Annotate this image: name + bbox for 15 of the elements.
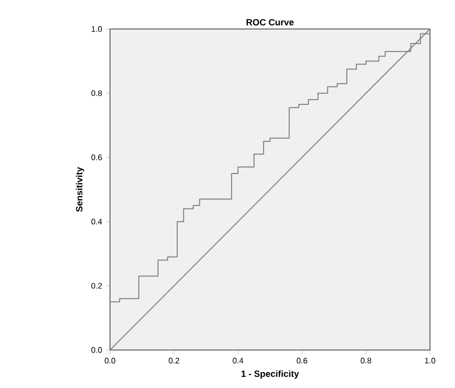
x-tick-label: 0.6 xyxy=(296,358,308,364)
x-tick-label: 0.4 xyxy=(232,358,244,364)
y-axis-title: Sensitivity xyxy=(76,167,84,212)
x-tick-label: 1.0 xyxy=(425,358,436,364)
y-tick-label: 0.2 xyxy=(91,282,102,289)
x-tick-label: 0.2 xyxy=(168,358,180,364)
x-tick-label: 0.0 xyxy=(104,358,116,364)
chart-title: ROC Curve xyxy=(246,19,294,26)
y-tick-label: 0.8 xyxy=(91,90,102,96)
x-tick-label: 0.8 xyxy=(360,358,372,364)
y-tick-label: 0.6 xyxy=(91,154,102,160)
y-tick-label: 0.4 xyxy=(91,218,102,224)
y-tick-label: 1.0 xyxy=(92,26,102,32)
x-axis-title: 1 - Specificity xyxy=(242,370,299,379)
y-tick-label: 0.0 xyxy=(91,347,102,353)
